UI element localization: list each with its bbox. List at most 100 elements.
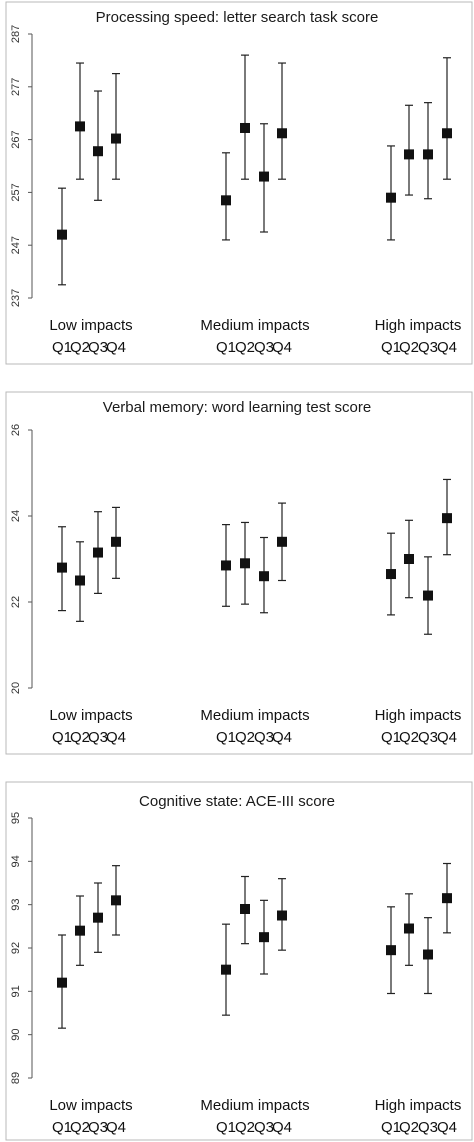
y-tick-label: 91 — [10, 985, 22, 997]
y-tick-label: 237 — [10, 289, 22, 307]
data-point — [386, 192, 396, 203]
quartile-label: Q2 — [399, 339, 419, 356]
quartile-label: Q3 — [254, 339, 274, 356]
quartile-label: Q4 — [437, 729, 457, 746]
quartile-label: Q4 — [272, 339, 292, 356]
y-tick-label: 257 — [10, 183, 22, 201]
quartile-label: Q3 — [254, 729, 274, 746]
data-point — [259, 571, 269, 582]
data-point — [404, 554, 414, 564]
y-tick-label: 26 — [10, 424, 22, 436]
quartile-label: Q2 — [70, 1119, 90, 1136]
group-label: Low impacts — [49, 317, 132, 334]
group-label: Medium impacts — [200, 1097, 309, 1114]
quartile-label: Q3 — [88, 729, 108, 746]
quartile-label: Q1 — [381, 339, 401, 356]
data-point — [75, 925, 85, 936]
y-tick-label: 94 — [10, 855, 22, 867]
data-point — [111, 133, 121, 144]
data-point — [221, 195, 231, 206]
y-tick-label: 24 — [10, 510, 22, 522]
quartile-label: Q1 — [52, 1119, 72, 1136]
group-label: Low impacts — [49, 707, 132, 724]
quartile-label: Q4 — [272, 1119, 292, 1136]
data-point — [57, 977, 67, 988]
data-point — [221, 560, 231, 571]
quartile-label: Q4 — [106, 339, 126, 356]
quartile-label: Q2 — [235, 1119, 255, 1136]
group-label: Medium impacts — [200, 317, 309, 334]
quartile-label: Q4 — [437, 339, 457, 356]
group-label: High impacts — [375, 1097, 462, 1114]
group-label: Medium impacts — [200, 707, 309, 724]
y-tick-label: 92 — [10, 942, 22, 954]
chart-title: Processing speed: letter search task sco… — [96, 9, 379, 26]
y-tick-label: 277 — [10, 78, 22, 96]
data-point — [57, 229, 67, 240]
data-point — [423, 949, 433, 960]
data-point — [277, 128, 287, 139]
data-point — [111, 536, 121, 547]
quartile-label: Q2 — [235, 729, 255, 746]
data-point — [404, 149, 414, 160]
quartile-label: Q1 — [381, 729, 401, 746]
y-tick-label: 247 — [10, 236, 22, 254]
y-tick-label: 267 — [10, 130, 22, 148]
group-label: High impacts — [375, 707, 462, 724]
data-point — [221, 964, 231, 975]
quartile-label: Q2 — [70, 729, 90, 746]
y-tick-label: 89 — [10, 1072, 22, 1084]
data-point — [240, 904, 250, 914]
data-point — [240, 122, 250, 133]
data-point — [404, 923, 414, 934]
data-point — [75, 575, 85, 586]
quartile-label: Q3 — [418, 339, 438, 356]
quartile-label: Q3 — [254, 1119, 274, 1136]
quartile-label: Q2 — [399, 729, 419, 746]
data-point — [386, 569, 396, 580]
chart-processing-speed: Processing speed: letter search task sco… — [0, 0, 474, 372]
quartile-label: Q1 — [381, 1119, 401, 1136]
data-point — [386, 945, 396, 956]
data-point — [93, 912, 103, 923]
chart-verbal-memory-svg: Verbal memory: word learning test score 2… — [5, 391, 473, 755]
quartile-label: Q3 — [88, 339, 108, 356]
data-point — [93, 547, 103, 558]
data-point — [111, 895, 121, 906]
quartile-label: Q3 — [418, 729, 438, 746]
quartile-label: Q1 — [216, 729, 236, 746]
chart-cognitive-state: Cognitive state: ACE-III score 89 90 91 92 93… — [0, 780, 474, 1142]
quartile-label: Q3 — [88, 1119, 108, 1136]
group-label: Low impacts — [49, 1097, 132, 1114]
data-point — [423, 590, 433, 601]
chart-frame — [5, 781, 473, 1141]
data-point — [259, 932, 269, 943]
data-point — [277, 536, 287, 547]
quartile-label: Q2 — [235, 339, 255, 356]
data-point — [277, 910, 287, 921]
chart-frame — [5, 391, 473, 755]
chart-processing-speed-svg: Processing speed: letter search task sco… — [5, 1, 473, 365]
y-tick-label: 90 — [10, 1029, 22, 1041]
data-point — [259, 171, 269, 182]
quartile-label: Q1 — [52, 729, 72, 746]
data-point — [423, 149, 433, 160]
quartile-label: Q4 — [437, 1119, 457, 1136]
quartile-label: Q2 — [399, 1119, 419, 1136]
data-point — [57, 562, 67, 573]
data-point — [442, 893, 452, 904]
quartile-label: Q1 — [216, 339, 236, 356]
y-tick-label: 20 — [10, 682, 22, 694]
data-point — [75, 121, 85, 132]
quartile-label: Q2 — [70, 339, 90, 356]
chart-cognitive-state-svg: Cognitive state: ACE-III score 89 90 91 92 93… — [5, 781, 473, 1141]
quartile-label: Q4 — [106, 729, 126, 746]
chart-frame — [5, 1, 473, 365]
data-point — [442, 128, 452, 139]
quartile-label: Q1 — [216, 1119, 236, 1136]
quartile-label: Q1 — [52, 339, 72, 356]
chart-verbal-memory: Verbal memory: word learning test score 2… — [0, 390, 474, 762]
quartile-label: Q4 — [106, 1119, 126, 1136]
quartile-label: Q4 — [272, 729, 292, 746]
data-point — [240, 558, 250, 569]
